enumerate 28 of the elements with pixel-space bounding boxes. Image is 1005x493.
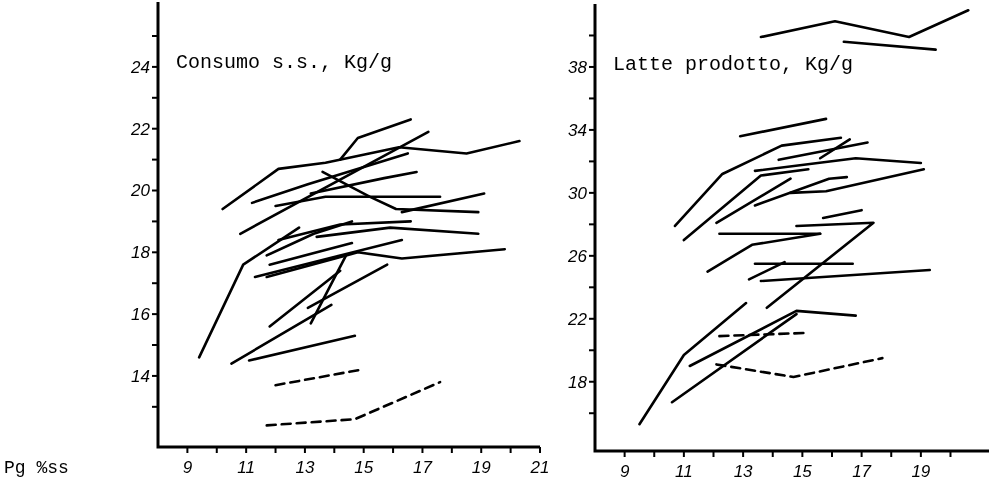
x-tick-label: 9 — [619, 462, 630, 481]
y-tick-label: 18 — [131, 243, 151, 263]
x-tick-label: 17 — [852, 462, 872, 481]
y-tick-label: 16 — [131, 305, 151, 325]
y-tick-label: 38 — [568, 57, 588, 77]
y-tick-label: 26 — [567, 246, 588, 266]
x-tick-label: 19 — [471, 458, 492, 477]
y-tick-label: 24 — [130, 57, 150, 77]
x-tick-label: 19 — [911, 462, 931, 481]
text: Consumo s.s., Kg/g — [176, 51, 393, 74]
x-tick-label: 17 — [413, 458, 433, 477]
x-tick-label: 21 — [529, 458, 550, 477]
y-tick-label: 34 — [568, 120, 587, 140]
x-tick-label: 13 — [295, 458, 315, 477]
x-tick-label: 13 — [733, 462, 754, 481]
x-tick-label: 15 — [354, 458, 374, 477]
x-tick-label: 11 — [675, 462, 693, 481]
x-tick-label: 15 — [792, 462, 813, 481]
y-tick-label: 14 — [131, 366, 150, 386]
y-tick-label: 22 — [130, 119, 151, 139]
y-tick-label: 22 — [567, 309, 588, 329]
x-tick-label: 9 — [182, 458, 193, 477]
x-axis-title: Pg %ss — [4, 458, 69, 478]
y-tick-label: 30 — [568, 183, 588, 203]
y-tick-label: 20 — [130, 181, 151, 201]
y-tick-label: 18 — [568, 372, 588, 392]
text: Latte prodotto, Kg/g — [613, 53, 854, 76]
x-tick-label: 11 — [237, 458, 255, 477]
